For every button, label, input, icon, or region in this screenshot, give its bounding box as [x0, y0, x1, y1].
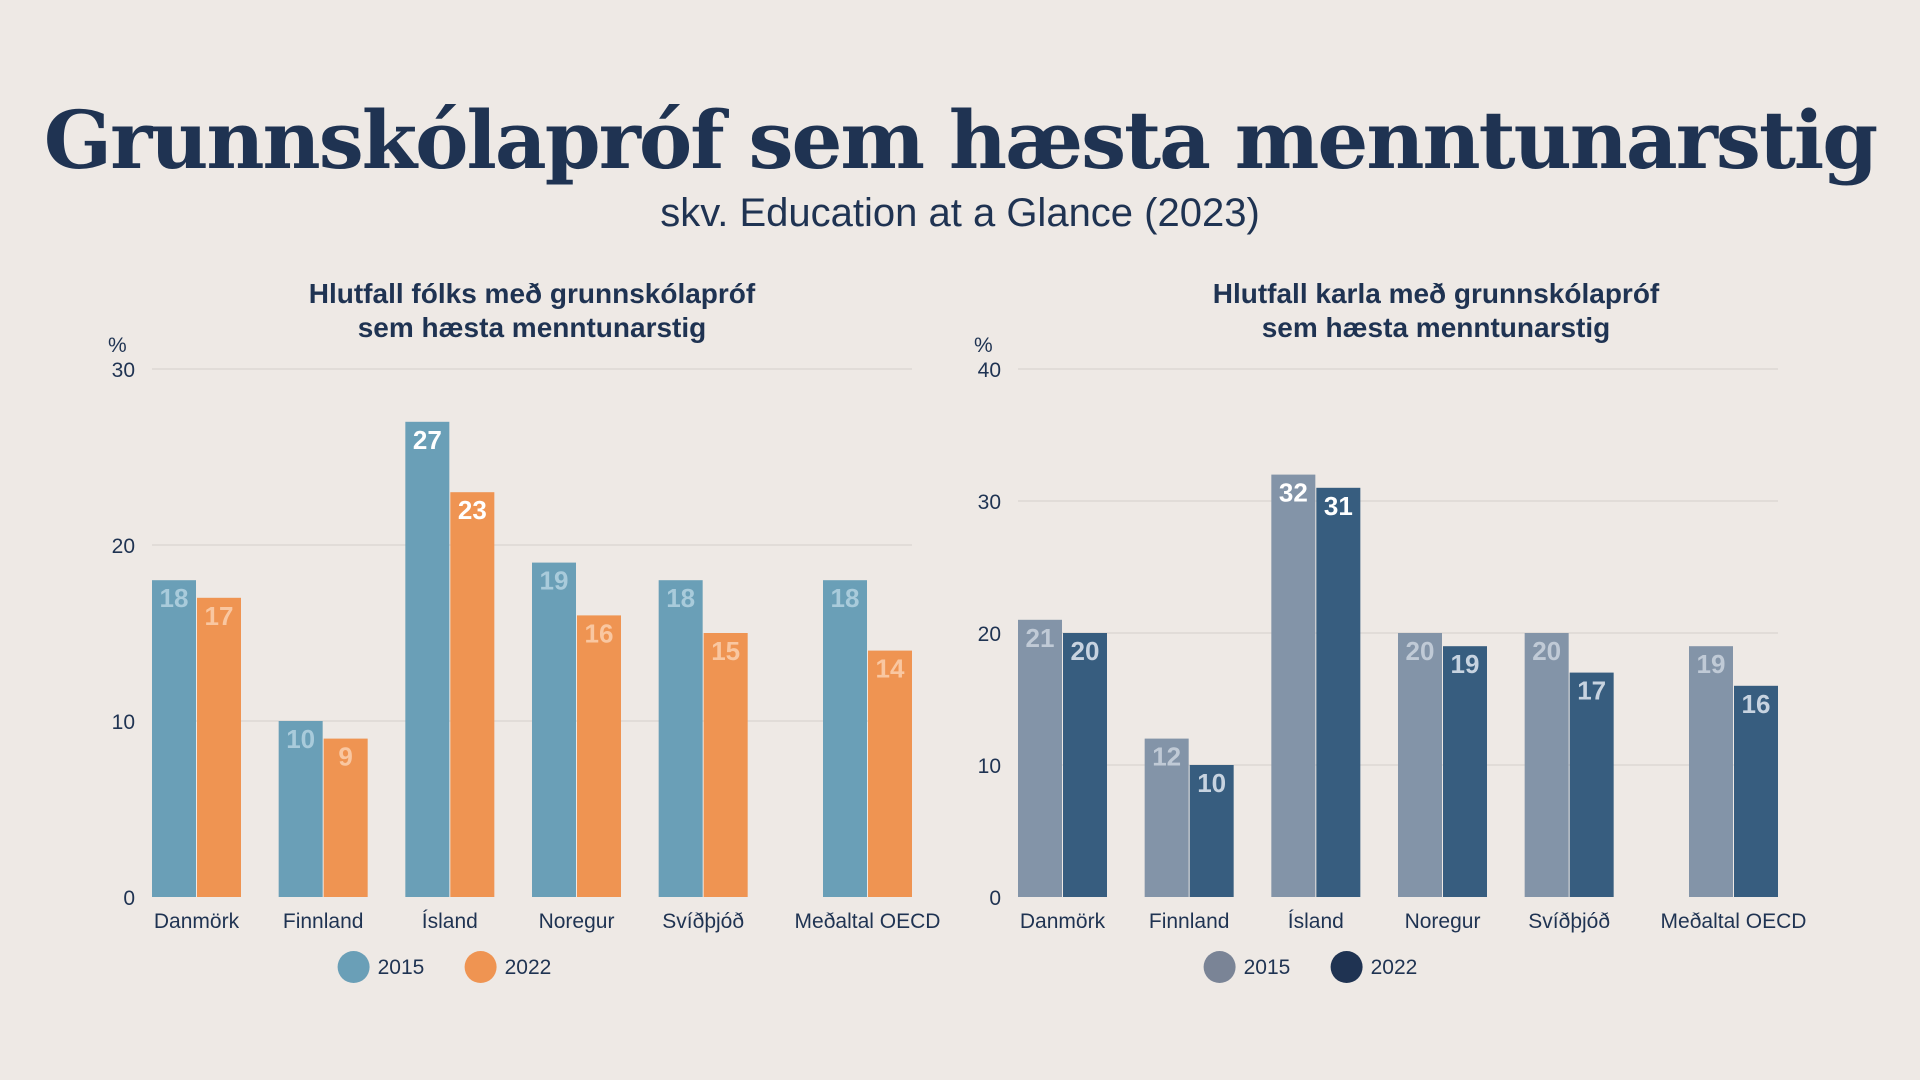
- x-category-label: Noregur: [1405, 910, 1481, 933]
- bar-value-label: 17: [205, 601, 234, 631]
- bar-2022-Ísland: [450, 492, 495, 897]
- y-tick-label: 20: [112, 535, 135, 558]
- x-category-label: Svíðþjóð: [1528, 910, 1610, 933]
- bar-2015-Svíðþjóð: [658, 580, 703, 897]
- bar-value-label: 15: [711, 636, 740, 666]
- bar-value-label: 17: [1577, 676, 1606, 706]
- bar-value-label: 27: [413, 425, 442, 455]
- x-category-label: Meðaltal OECD: [1661, 910, 1807, 933]
- bar-2015-Finnland: [278, 721, 323, 897]
- bar-value-label: 18: [666, 583, 695, 613]
- x-category-label: Ísland: [1288, 910, 1344, 933]
- y-tick-label: 20: [978, 623, 1001, 646]
- legend-swatch-2022: [1330, 951, 1363, 983]
- bar-2022-Noregur: [1443, 646, 1487, 897]
- bar-value-label: 9: [338, 742, 352, 772]
- bar-value-label: 18: [831, 583, 860, 613]
- bar-2015-Svíðþjóð: [1524, 633, 1569, 897]
- x-category-label: Noregur: [539, 910, 615, 933]
- bar-value-label: 21: [1026, 623, 1055, 653]
- y-tick-label: 0: [989, 887, 1001, 910]
- bar-2015-Danmörk: [152, 580, 196, 897]
- bar-value-label: 19: [1451, 649, 1480, 679]
- chart-title-line: sem hæsta menntunarstig: [1262, 312, 1611, 343]
- y-tick-label: 40: [978, 359, 1001, 382]
- bar-value-label: 16: [585, 618, 614, 648]
- x-category-label: Svíðþjóð: [662, 910, 744, 933]
- x-category-label: Danmörk: [154, 910, 240, 933]
- bar-value-label: 32: [1279, 478, 1308, 508]
- legend-label-2022: 2022: [1371, 956, 1418, 979]
- chart-title-line: Hlutfall fólks með grunnskólapróf: [309, 278, 756, 309]
- legend-label-2015: 2015: [1244, 956, 1291, 979]
- y-tick-label: 10: [112, 711, 135, 734]
- bar-value-label: 23: [458, 495, 487, 525]
- y-tick-label: 0: [123, 887, 135, 910]
- chart-title-line: Hlutfall karla með grunnskólapróf: [1213, 278, 1660, 309]
- y-tick-label: 30: [112, 359, 135, 382]
- y-tick-label: 30: [978, 491, 1001, 514]
- bar-value-label: 20: [1071, 636, 1100, 666]
- legend-swatch-2015: [1203, 951, 1236, 983]
- legend-swatch-2015: [337, 951, 370, 983]
- bar-2022-Finnland: [323, 738, 368, 897]
- legend-swatch-2022: [464, 951, 497, 983]
- bar-value-label: 12: [1152, 742, 1181, 772]
- bar-2022-Ísland: [1316, 487, 1361, 897]
- bar-2015-Ísland: [405, 421, 450, 897]
- y-tick-label: 10: [978, 755, 1001, 778]
- bar-2015-Meðaltal OECD: [1689, 646, 1733, 897]
- chart-title-line: sem hæsta menntunarstig: [358, 312, 707, 343]
- x-category-label: Ísland: [422, 910, 478, 933]
- bar-2015-Ísland: [1271, 474, 1316, 897]
- x-category-label: Meðaltal OECD: [795, 910, 941, 933]
- bar-value-label: 16: [1742, 689, 1771, 719]
- y-axis-unit-label: %: [108, 334, 127, 357]
- bar-value-label: 10: [286, 724, 315, 754]
- x-category-label: Danmörk: [1020, 910, 1106, 933]
- bar-value-label: 19: [1697, 649, 1726, 679]
- bar-2015-Finnland: [1144, 738, 1189, 897]
- y-axis-unit-label: %: [974, 334, 993, 357]
- page-subtitle: skv. Education at a Glance (2023): [660, 191, 1260, 235]
- x-category-label: Finnland: [283, 910, 364, 933]
- bar-2022-Danmörk: [197, 597, 241, 897]
- page-title: Grunnskólapróf sem hæsta menntunarstig: [43, 93, 1878, 187]
- bar-2015-Noregur: [532, 562, 576, 897]
- bar-2022-Svíðþjóð: [1569, 672, 1614, 897]
- x-category-label: Finnland: [1149, 910, 1230, 933]
- bar-value-label: 20: [1406, 636, 1435, 666]
- bar-2022-Finnland: [1189, 765, 1234, 897]
- bar-value-label: 18: [160, 583, 189, 613]
- bar-value-label: 19: [540, 566, 569, 596]
- bar-value-label: 31: [1324, 491, 1353, 521]
- bar-2015-Noregur: [1398, 633, 1442, 897]
- bar-value-label: 20: [1532, 636, 1561, 666]
- bar-2015-Meðaltal OECD: [823, 580, 867, 897]
- bar-2022-Svíðþjóð: [703, 633, 748, 897]
- bar-value-label: 14: [876, 654, 905, 684]
- bar-2022-Noregur: [577, 615, 621, 897]
- bar-2022-Danmörk: [1063, 633, 1107, 897]
- bar-2022-Meðaltal OECD: [868, 650, 912, 897]
- bar-value-label: 10: [1197, 768, 1226, 798]
- legend-label-2015: 2015: [378, 956, 425, 979]
- bar-2015-Danmörk: [1018, 619, 1062, 897]
- legend-label-2022: 2022: [505, 956, 552, 979]
- bar-2022-Meðaltal OECD: [1734, 685, 1778, 897]
